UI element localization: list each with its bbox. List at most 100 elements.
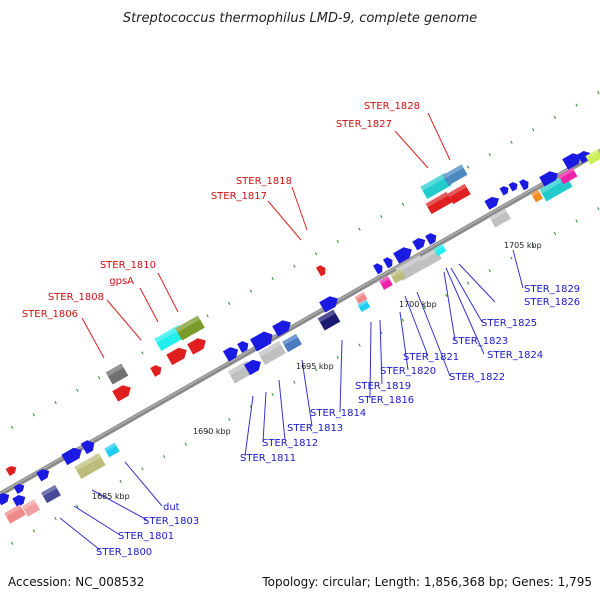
leader-line-21 bbox=[278, 379, 286, 441]
leader-line-5 bbox=[157, 272, 179, 313]
leader-line-4 bbox=[267, 200, 302, 241]
gene-box bbox=[258, 340, 286, 366]
gene-box bbox=[447, 183, 471, 205]
leader-line-17 bbox=[379, 319, 383, 385]
gene-feature-39 bbox=[412, 238, 426, 251]
gene-arrow bbox=[150, 365, 162, 377]
gene-arrow bbox=[61, 447, 82, 466]
gene-arrow bbox=[222, 347, 239, 362]
gene-arrow bbox=[13, 484, 25, 494]
gene-label: STER_1800 bbox=[96, 547, 152, 558]
gene-feature-2 bbox=[13, 484, 25, 494]
gene-box-shine bbox=[282, 333, 298, 346]
gene-feature-21 bbox=[237, 341, 249, 353]
leader-line-11 bbox=[450, 267, 483, 323]
gene-feature-9 bbox=[61, 447, 82, 466]
gene-box-shine bbox=[420, 248, 438, 261]
gene-feature-15 bbox=[150, 365, 162, 377]
leader-line-18 bbox=[369, 321, 372, 399]
gene-feature-40 bbox=[425, 233, 437, 245]
gene-arrow bbox=[539, 171, 558, 188]
leader-line-23 bbox=[244, 395, 254, 457]
gene-arrow bbox=[499, 186, 509, 196]
gene-box bbox=[390, 268, 406, 284]
gene-feature-44 bbox=[442, 164, 468, 186]
gene-box bbox=[105, 363, 129, 385]
gene-feature-18 bbox=[166, 347, 187, 366]
gene-feature-13 bbox=[105, 363, 129, 385]
gene-box bbox=[4, 504, 26, 524]
genome-backbone bbox=[0, 148, 600, 498]
gene-feature-42 bbox=[433, 244, 447, 256]
gene-arrow bbox=[383, 257, 393, 269]
gene-box bbox=[420, 172, 452, 200]
gene-feature-24 bbox=[249, 331, 273, 352]
gene-arrow bbox=[112, 385, 131, 402]
gene-arrow bbox=[425, 233, 437, 245]
gene-box bbox=[175, 315, 205, 341]
gene-box bbox=[531, 189, 543, 203]
gene-label: STER_1821 bbox=[403, 352, 459, 363]
gene-feature-49 bbox=[499, 186, 509, 196]
gene-arrow bbox=[412, 238, 426, 251]
gene-feature-8 bbox=[41, 484, 61, 504]
gene-box-shine bbox=[4, 504, 22, 517]
gene-box-shine bbox=[531, 189, 540, 197]
gene-arrow bbox=[562, 153, 581, 170]
gene-box-shine bbox=[227, 360, 250, 376]
leader-line-13 bbox=[445, 267, 485, 355]
scale-label: 1685 kbp bbox=[92, 492, 130, 501]
gene-feature-58 bbox=[585, 149, 600, 165]
gene-feature-34 bbox=[383, 257, 393, 269]
gene-arrow bbox=[12, 495, 26, 508]
gene-feature-12 bbox=[104, 442, 120, 458]
gene-label: STER_1816 bbox=[358, 395, 414, 406]
gene-box-shine bbox=[74, 452, 102, 471]
gene-feature-25 bbox=[272, 320, 291, 337]
gene-box bbox=[21, 499, 41, 517]
gene-feature-32 bbox=[357, 300, 371, 312]
gene-label: dut bbox=[163, 502, 180, 513]
gene-label: STER_1811 bbox=[240, 453, 296, 464]
gene-arrow bbox=[316, 265, 326, 277]
gene-label: STER_1824 bbox=[487, 350, 543, 361]
gene-arrow bbox=[0, 493, 10, 506]
leader-line-22 bbox=[262, 391, 267, 443]
gene-arrow bbox=[484, 196, 500, 210]
scale-label: 1705 kbp bbox=[504, 241, 542, 250]
gene-feature-50 bbox=[508, 182, 518, 192]
label-leaders bbox=[59, 112, 524, 551]
gene-feature-51 bbox=[531, 189, 543, 203]
gene-label: STER_1823 bbox=[452, 336, 508, 347]
gene-label: STER_1820 bbox=[380, 366, 436, 377]
gene-feature-28 bbox=[316, 265, 326, 277]
gene-box-shine bbox=[447, 183, 467, 198]
gene-arrow bbox=[272, 320, 291, 337]
gene-label: STER_1813 bbox=[287, 423, 343, 434]
gene-label: STER_1826 bbox=[524, 297, 580, 308]
tick-row-2 bbox=[0, 205, 600, 553]
gene-feature-29 bbox=[319, 296, 338, 313]
gene-feature-47 bbox=[484, 196, 500, 210]
gene-arrow bbox=[519, 179, 529, 191]
genome-backbone-highlight bbox=[0, 150, 600, 494]
gene-label: STER_1803 bbox=[143, 516, 199, 527]
leader-line-9 bbox=[512, 249, 524, 289]
scale-label: 1695 kbp bbox=[296, 362, 334, 371]
leader-line-20 bbox=[301, 359, 313, 427]
topology-text: Topology: circular; Length: 1,856,368 bp… bbox=[261, 575, 592, 589]
leader-line-15 bbox=[404, 295, 429, 357]
gene-feature-19 bbox=[187, 338, 206, 355]
gene-box-shine bbox=[442, 164, 464, 179]
gene-box-shine bbox=[425, 191, 449, 208]
gene-features bbox=[0, 149, 600, 524]
gene-feature-20 bbox=[222, 347, 239, 362]
gene-label: STER_1812 bbox=[262, 438, 318, 449]
gene-box bbox=[442, 164, 468, 186]
gene-box bbox=[357, 300, 371, 312]
leader-line-2 bbox=[394, 130, 429, 169]
map-title: Streptococcus thermophilus LMD-9, comple… bbox=[123, 11, 477, 26]
gene-feature-45 bbox=[425, 191, 453, 215]
gene-box-shine bbox=[420, 172, 448, 191]
gene-label: STER_1818 bbox=[236, 176, 292, 187]
